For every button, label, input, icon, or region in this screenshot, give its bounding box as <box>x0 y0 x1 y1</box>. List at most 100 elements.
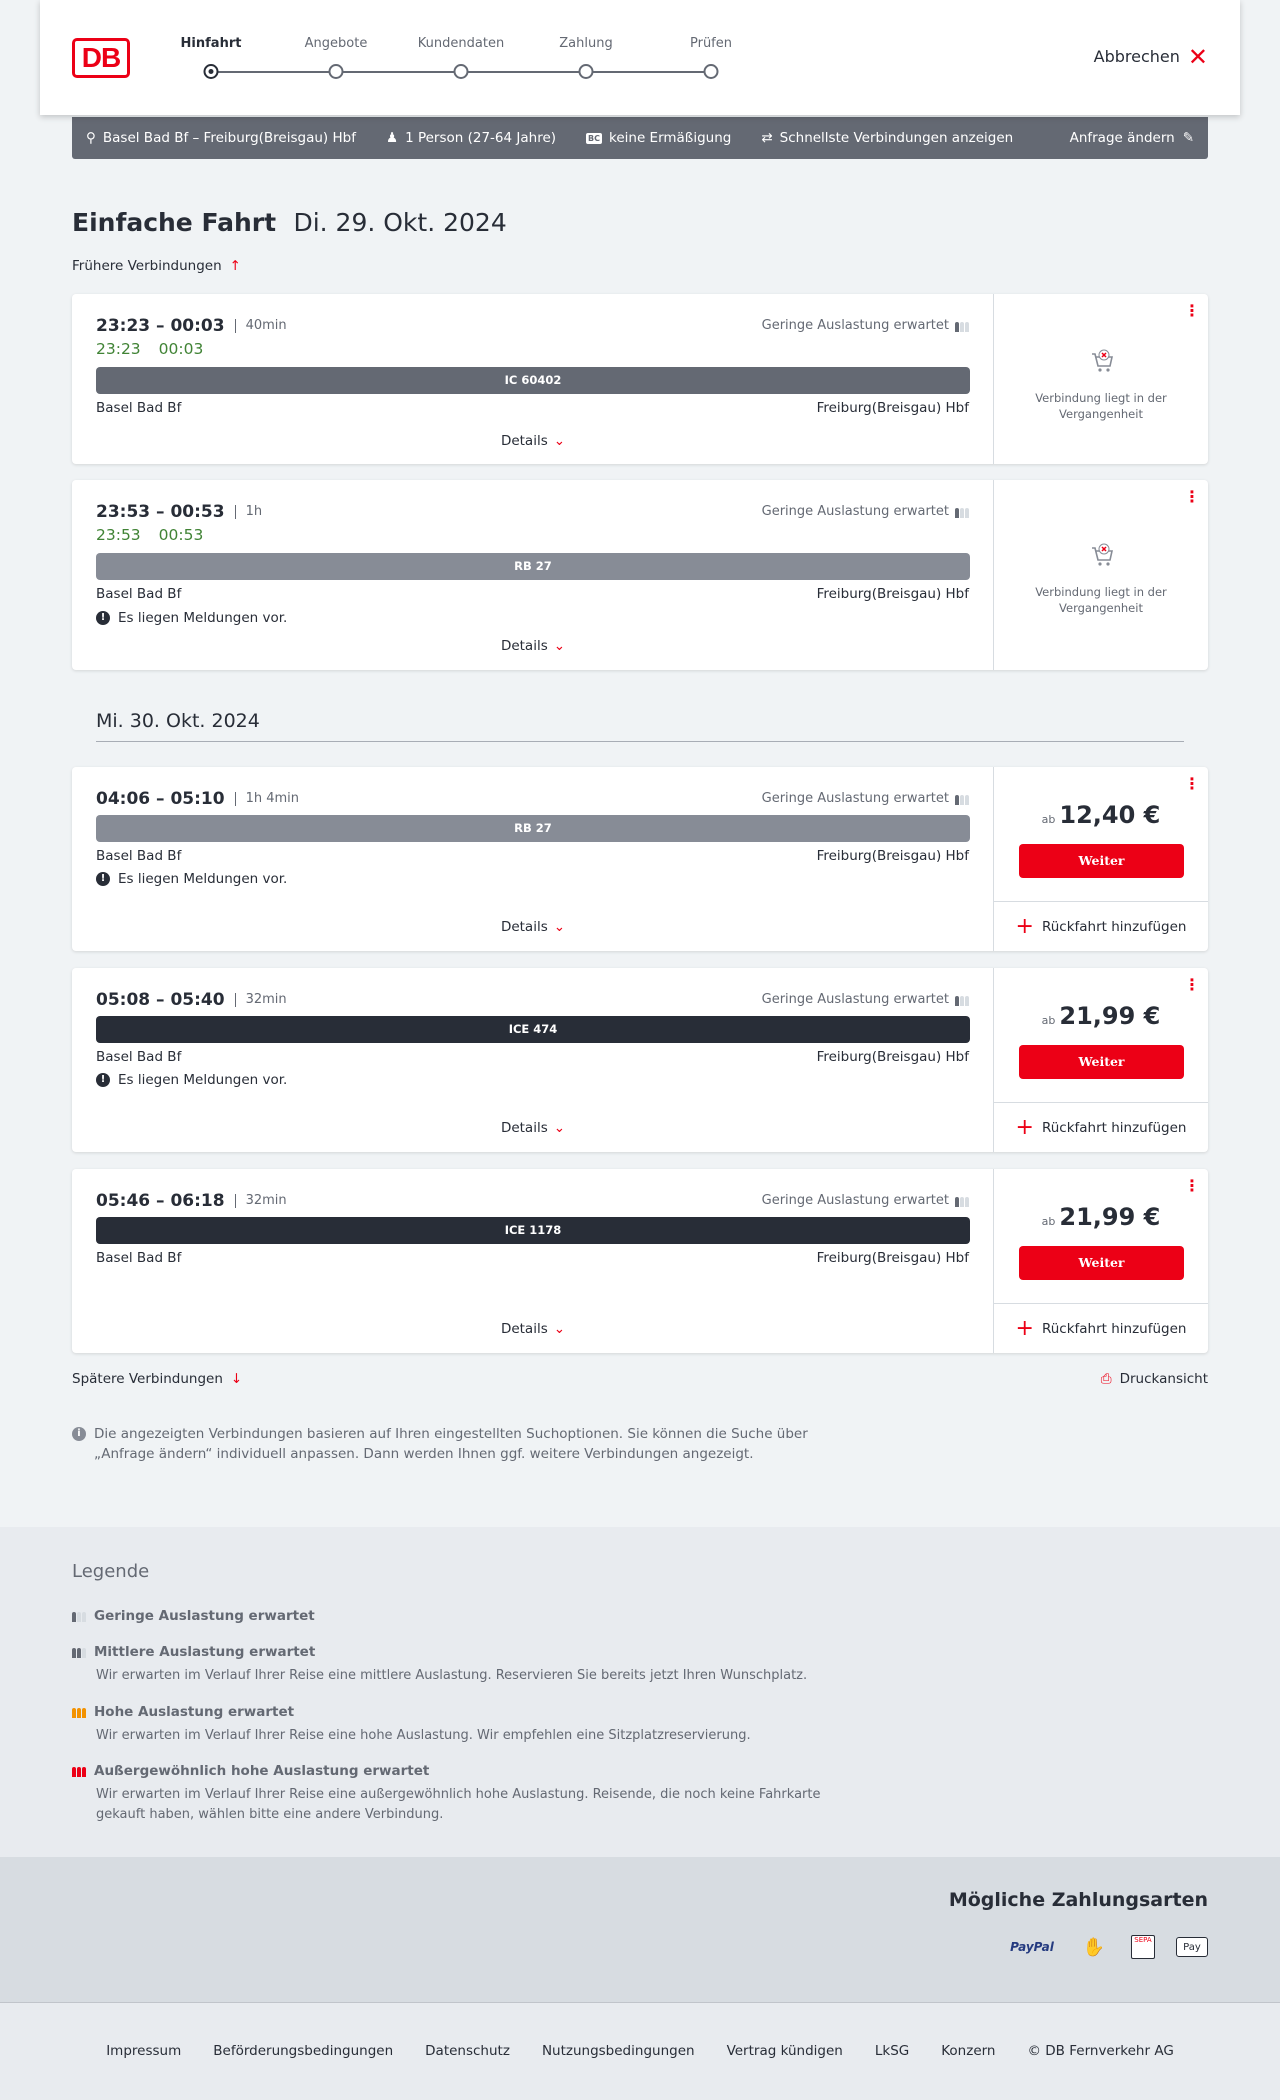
trip-date: Di. 29. Okt. 2024 <box>293 208 507 237</box>
db-logo[interactable]: DB <box>72 38 130 78</box>
swap-arrows-icon: ⇄ <box>761 130 773 146</box>
footer-link-nutzung[interactable]: Nutzungsbedingungen <box>541 2043 695 2059</box>
change-label: Anfrage ändern <box>1069 130 1175 146</box>
payment-section: Mögliche Zahlungsarten PayPal ✋ SEPA Pay <box>0 1857 1280 2003</box>
more-options-icon[interactable]: ⋮ <box>1184 301 1200 320</box>
date-header: Mi. 30. Okt. 2024 <box>96 710 260 732</box>
add-return-button[interactable]: + Rückfahrt hinzufügen <box>994 1102 1208 1152</box>
train-bar[interactable]: ICE 1178 <box>96 1217 970 1244</box>
departure-station: Basel Bad Bf <box>96 400 182 416</box>
departure-station: Basel Bad Bf <box>96 1049 182 1065</box>
continue-button[interactable]: Weiter <box>1019 844 1184 878</box>
realtime: 23:23 00:03 <box>96 340 204 358</box>
message-notice: ! Es liegen Meldungen vor. <box>96 610 287 626</box>
message-notice: ! Es liegen Meldungen vor. <box>96 1072 287 1088</box>
arrival-station: Freiburg(Breisgau) Hbf <box>816 586 969 602</box>
continue-button[interactable]: Weiter <box>1019 1246 1184 1280</box>
low-load-icon <box>955 1195 969 1207</box>
step-dot <box>703 64 719 79</box>
step-dot <box>453 64 469 79</box>
step-hinfahrt: Hinfahrt <box>180 36 242 51</box>
plus-icon: + <box>1015 1114 1034 1140</box>
train-bar[interactable]: ICE 474 <box>96 1016 970 1043</box>
close-icon: ✕ <box>1187 42 1208 71</box>
details-toggle[interactable]: Details ⌄ <box>500 1120 566 1136</box>
more-options-icon[interactable]: ⋮ <box>1184 1176 1200 1195</box>
load-indicator: Geringe Auslastung erwartet <box>762 318 969 333</box>
plus-icon: + <box>1015 913 1034 939</box>
page-title: Einfache Fahrt Di. 29. Okt. 2024 <box>72 208 507 237</box>
train-bar[interactable]: IC 60402 <box>96 367 970 394</box>
footer-link-kuendigen[interactable]: Vertrag kündigen <box>726 2043 843 2059</box>
duration: 32min <box>234 993 287 1007</box>
footer-link-befoerderung[interactable]: Beförderungsbedingungen <box>213 2043 394 2059</box>
arrival-station: Freiburg(Breisgau) Hbf <box>816 848 969 864</box>
footer-link-datenschutz[interactable]: Datenschutz <box>425 2043 510 2059</box>
departure-station: Basel Bad Bf <box>96 1250 182 1266</box>
details-toggle[interactable]: Details ⌄ <box>500 638 566 654</box>
past-notice: Verbindung liegt in der Vergangenheit <box>1035 391 1167 421</box>
legend-item: Außergewöhnlich hohe Auslastung erwartet… <box>72 1763 872 1825</box>
copyright: © DB Fernverkehr AG <box>1027 2043 1174 2059</box>
step-pruefen: Prüfen <box>689 36 733 51</box>
add-return-button[interactable]: + Rückfahrt hinzufügen <box>994 901 1208 951</box>
add-return-button[interactable]: + Rückfahrt hinzufügen <box>994 1303 1208 1353</box>
change-request-button[interactable]: Anfrage ändern ✎ <box>1070 130 1194 146</box>
arrow-down-icon: ↓ <box>230 1371 243 1387</box>
printer-icon: ⎙ <box>1100 1371 1112 1387</box>
info-text: Die angezeigten Verbindungen basieren au… <box>94 1426 808 1462</box>
divider <box>96 741 1184 742</box>
duration: 32min <box>234 1194 287 1208</box>
low-load-icon <box>955 994 969 1006</box>
footer-link-konzern[interactable]: Konzern <box>941 2043 996 2059</box>
chevron-down-icon: ⌄ <box>553 1321 566 1337</box>
earlier-connections-link[interactable]: Frühere Verbindungen ↑ <box>72 258 241 274</box>
later-connections-link[interactable]: Spätere Verbindungen ↓ <box>72 1371 242 1387</box>
load-indicator: Geringe Auslastung erwartet <box>762 504 969 519</box>
connection-times: 05:08 – 05:40 32min <box>96 990 287 1010</box>
passengers: 1 Person (27-64 Jahre) <box>405 130 557 146</box>
legend-item: Hohe Auslastung erwartet Wir erwarten im … <box>72 1704 872 1746</box>
cart-unavailable-icon <box>1092 543 1113 566</box>
step-zahlung: Zahlung <box>559 36 613 51</box>
alert-icon: ! <box>96 1073 110 1087</box>
more-options-icon[interactable]: ⋮ <box>1184 774 1200 793</box>
connection-card: 04:06 – 05:10 1h 4min Geringe Auslastung … <box>72 767 1208 951</box>
details-toggle[interactable]: Details ⌄ <box>500 1321 566 1337</box>
step-dot-active <box>203 64 219 79</box>
more-options-icon[interactable]: ⋮ <box>1184 975 1200 994</box>
connection-card: 05:08 – 05:40 32min Geringe Auslastung er… <box>72 968 1208 1152</box>
connection-times: 23:53 – 00:53 1h <box>96 502 263 522</box>
duration: 40min <box>234 319 287 333</box>
train-bar[interactable]: RB 27 <box>96 553 970 580</box>
legend-item: Mittlere Auslastung erwartet Wir erwarten… <box>72 1644 872 1686</box>
load-indicator: Geringe Auslastung erwartet <box>762 1193 969 1208</box>
footer-link-lksg[interactable]: LkSG <box>874 2043 910 2059</box>
footer-link-impressum[interactable]: Impressum <box>106 2043 182 2059</box>
connection-card: 23:53 – 00:53 1h 23:53 00:53 Geringe Ausla… <box>72 480 1208 670</box>
alert-icon: ! <box>96 872 110 886</box>
exceptional-load-icon <box>72 1765 86 1777</box>
low-load-icon <box>955 320 969 332</box>
print-label: Druckansicht <box>1119 1371 1208 1387</box>
low-load-icon <box>72 1610 86 1622</box>
more-options-icon[interactable]: ⋮ <box>1184 487 1200 506</box>
header: DB Hinfahrt Angebote Kundendaten Zahlung… <box>40 0 1240 115</box>
arrival-station: Freiburg(Breisgau) Hbf <box>816 1049 969 1065</box>
step-angebote: Angebote <box>304 36 368 51</box>
location-pin-icon: ⚲ <box>86 130 96 146</box>
arrival-station: Freiburg(Breisgau) Hbf <box>816 400 969 416</box>
payment-title: Mögliche Zahlungsarten <box>948 1889 1208 1911</box>
connection-card: 23:23 – 00:03 40min 23:23 00:03 Geringe Au… <box>72 294 1208 464</box>
details-toggle[interactable]: Details ⌄ <box>500 919 566 935</box>
paypal-logo: PayPal <box>1010 1940 1054 1954</box>
train-bar[interactable]: RB 27 <box>96 815 970 842</box>
print-view-link[interactable]: ⎙ Druckansicht <box>1101 1371 1208 1387</box>
pencil-icon: ✎ <box>1182 130 1194 146</box>
cancel-button[interactable]: Abbrechen ✕ <box>1093 42 1208 71</box>
details-toggle[interactable]: Details ⌄ <box>500 433 566 449</box>
continue-button[interactable]: Weiter <box>1019 1045 1184 1079</box>
cancel-label: Abbrechen <box>1093 47 1180 66</box>
chevron-down-icon: ⌄ <box>553 919 566 935</box>
arrow-up-icon: ↑ <box>229 258 241 274</box>
